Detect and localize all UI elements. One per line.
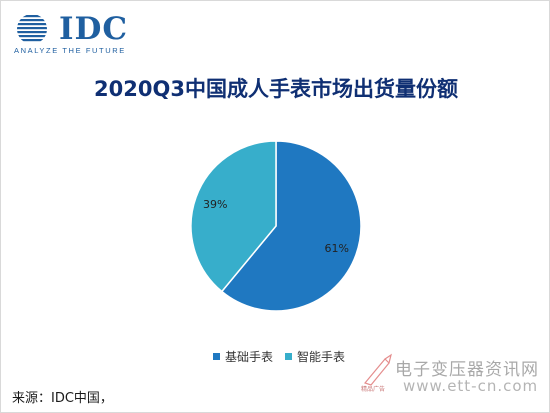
pie-slice-2 xyxy=(190,140,277,293)
legend-label: 基础手表 xyxy=(225,349,274,364)
pie-slice-1 xyxy=(220,140,362,312)
watermark-site-name: 电子变压器资讯网 xyxy=(395,360,539,380)
watermark-seal-icon: 精品广告 xyxy=(361,353,392,393)
watermark-site-url: www.ett-cn.com xyxy=(403,377,539,395)
legend-label: 智能手表 xyxy=(297,349,346,364)
svg-text:精品广告: 精品广告 xyxy=(361,385,385,393)
idc-logo: IDC ANALYZE THE FUTURE xyxy=(11,11,141,57)
logo-wordmark: IDC xyxy=(59,11,129,47)
globe-icon xyxy=(17,14,47,44)
legend-item-2: 智能手表 xyxy=(285,348,345,365)
chart-title: 2020Q3中国成人手表市场出货量份额 xyxy=(94,77,458,101)
chart-legend: 基础手表 智能手表 xyxy=(213,347,357,365)
slice-label-1: 61% xyxy=(325,242,349,255)
legend-swatch xyxy=(213,352,220,360)
source-note: 来源：IDC中国， xyxy=(12,391,113,406)
logo-tagline: ANALYZE THE FUTURE xyxy=(14,46,126,55)
watermark: 精品广告 电子变压器资讯网 www.ett-cn.com xyxy=(357,353,545,403)
legend-item-1: 基础手表 xyxy=(213,348,273,365)
legend-swatch xyxy=(285,352,293,360)
slice-label-2: 39% xyxy=(203,198,227,211)
